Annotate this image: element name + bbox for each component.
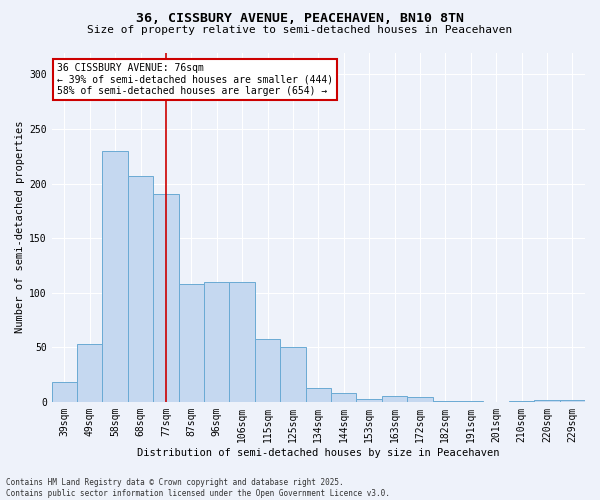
Text: 36 CISSBURY AVENUE: 76sqm
← 39% of semi-detached houses are smaller (444)
58% of: 36 CISSBURY AVENUE: 76sqm ← 39% of semi-… [57, 63, 333, 96]
Bar [509, 400, 534, 402]
Bar [560, 400, 585, 402]
X-axis label: Distribution of semi-detached houses by size in Peacehaven: Distribution of semi-detached houses by … [137, 448, 500, 458]
Bar [407, 398, 433, 402]
Bar [204, 282, 229, 402]
Y-axis label: Number of semi-detached properties: Number of semi-detached properties [15, 121, 25, 334]
Bar [305, 388, 331, 402]
Bar [433, 400, 458, 402]
Bar [229, 282, 255, 402]
Bar [255, 338, 280, 402]
Bar [534, 400, 560, 402]
Text: 36, CISSBURY AVENUE, PEACEHAVEN, BN10 8TN: 36, CISSBURY AVENUE, PEACEHAVEN, BN10 8T… [136, 12, 464, 26]
Bar [458, 400, 484, 402]
Bar [153, 194, 179, 402]
Text: Contains HM Land Registry data © Crown copyright and database right 2025.
Contai: Contains HM Land Registry data © Crown c… [6, 478, 390, 498]
Bar [356, 398, 382, 402]
Bar [103, 151, 128, 402]
Bar [52, 382, 77, 402]
Bar [179, 284, 204, 402]
Bar [280, 347, 305, 402]
Bar [77, 344, 103, 402]
Text: Size of property relative to semi-detached houses in Peacehaven: Size of property relative to semi-detach… [88, 25, 512, 35]
Bar [382, 396, 407, 402]
Bar [331, 393, 356, 402]
Bar [128, 176, 153, 402]
